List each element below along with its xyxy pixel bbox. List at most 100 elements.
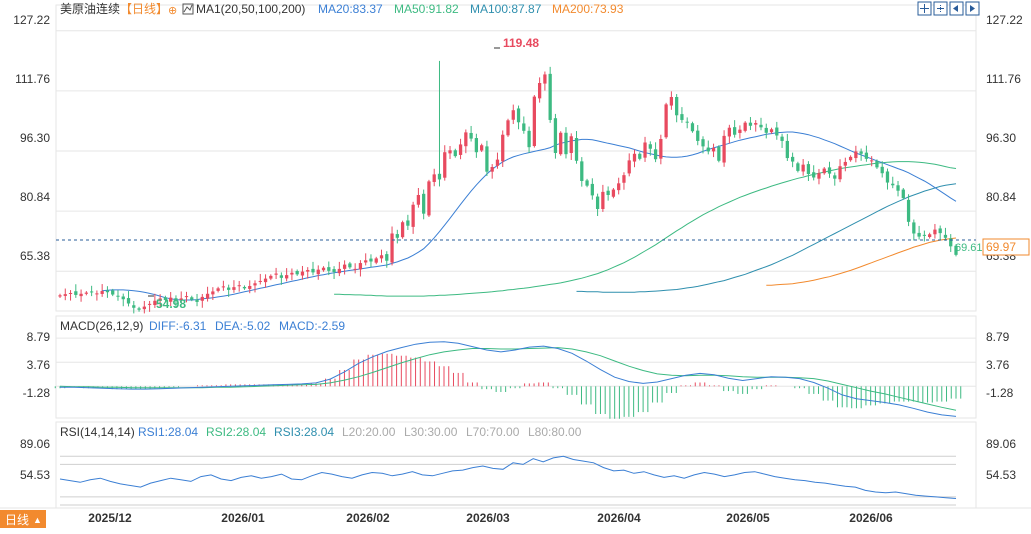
ma50-line bbox=[334, 161, 957, 297]
candle-body bbox=[137, 308, 141, 310]
candle-body bbox=[501, 134, 505, 162]
candle-body bbox=[559, 132, 563, 155]
candle-body bbox=[311, 268, 315, 273]
candle-body bbox=[748, 122, 753, 126]
ma100-line bbox=[576, 183, 957, 293]
last-close-label: 69.61 bbox=[955, 242, 983, 254]
macd-tick-left: 3.76 bbox=[27, 358, 51, 372]
candle-body bbox=[232, 287, 236, 290]
candle-body bbox=[395, 234, 399, 238]
rsi-lines bbox=[59, 455, 957, 499]
candle-body bbox=[253, 283, 257, 286]
price-tick-right: 96.30 bbox=[986, 131, 1016, 145]
candle-body bbox=[537, 83, 542, 99]
rsi-l70-label: L70:70.00 bbox=[466, 425, 520, 439]
chevron-right-icon[interactable] bbox=[965, 1, 980, 16]
candle-body bbox=[400, 222, 405, 238]
candle-body bbox=[390, 233, 394, 263]
candle-body bbox=[495, 159, 500, 166]
price-tick-right: 111.76 bbox=[986, 72, 1021, 86]
rsi-grid bbox=[60, 455, 956, 506]
candle-body bbox=[332, 269, 336, 272]
candle-body bbox=[221, 286, 226, 288]
chevron-left-icon[interactable] bbox=[949, 1, 964, 16]
price-tick-right: 80.84 bbox=[986, 190, 1016, 204]
candle-body bbox=[843, 161, 847, 166]
macd-diff-line bbox=[60, 341, 957, 417]
candle-body bbox=[854, 151, 858, 159]
candle-body bbox=[896, 185, 900, 191]
candle-body bbox=[385, 254, 389, 261]
price-panel[interactable] bbox=[55, 4, 977, 314]
candle-body bbox=[833, 175, 837, 179]
candle-body bbox=[928, 234, 932, 237]
candle-body bbox=[701, 139, 705, 147]
candle-body bbox=[68, 293, 73, 294]
price-tick-left: 65.38 bbox=[20, 249, 50, 263]
shrink-icon[interactable] bbox=[933, 1, 948, 16]
ma200-label: MA200:73.93 bbox=[552, 2, 624, 16]
candle-body bbox=[184, 296, 189, 298]
candle-body bbox=[759, 124, 763, 128]
candle-body bbox=[374, 258, 378, 263]
caret-up-icon: ▲ bbox=[33, 515, 42, 525]
macd-value-label: MACD:-2.59 bbox=[279, 319, 345, 333]
x-tick-label: 2025/12 bbox=[88, 511, 132, 525]
x-tick-label: 2026/04 bbox=[597, 511, 641, 525]
candle-body bbox=[622, 175, 626, 183]
candle-body bbox=[290, 272, 294, 275]
candle-body bbox=[89, 291, 94, 293]
price-legend: 美原油连续 【日线】 ⊕ MA1(20,50,100,200) MA20:83.… bbox=[60, 1, 624, 17]
candle-body bbox=[717, 146, 721, 161]
candle-body bbox=[411, 204, 415, 227]
candle-body bbox=[406, 220, 410, 226]
period-button[interactable]: 日线 ▲ bbox=[0, 510, 46, 528]
rsi-label: RSI(14,14,14) bbox=[60, 425, 135, 439]
candle-body bbox=[775, 127, 779, 136]
candle-body bbox=[648, 144, 652, 149]
candle-body bbox=[880, 166, 884, 174]
price-moving-averages bbox=[102, 131, 957, 301]
expand-icon[interactable] bbox=[917, 1, 932, 16]
candle-body bbox=[548, 73, 552, 120]
candle-body bbox=[885, 171, 890, 183]
candle-body bbox=[785, 140, 789, 159]
x-tick-label: 2026/01 bbox=[221, 511, 265, 525]
candle-body bbox=[696, 130, 700, 141]
candle-body bbox=[627, 160, 631, 174]
candle-body bbox=[722, 135, 726, 163]
candle-body bbox=[316, 269, 320, 275]
rsi-panel[interactable]: RSI(14,14,14) RSI1:28.04 RSI2:28.04 RSI3… bbox=[20, 421, 1016, 509]
candle-body bbox=[617, 183, 621, 191]
candle-body bbox=[269, 275, 273, 279]
price-axis: 127.22 111.76 96.30 80.84 65.38 127.22 1… bbox=[13, 13, 1030, 263]
settings-icon[interactable]: ⊕ bbox=[168, 5, 177, 17]
macd-panel[interactable]: MACD(26,12,9) DIFF:-6.31 DEA:-5.02 MACD:… bbox=[23, 315, 1014, 419]
candle-body bbox=[543, 74, 547, 84]
candle-body bbox=[901, 189, 905, 199]
candle-body bbox=[822, 168, 826, 174]
candle-body bbox=[859, 151, 863, 154]
candle-body bbox=[949, 238, 953, 247]
candle-body bbox=[58, 295, 62, 297]
indicator-icon[interactable] bbox=[182, 3, 194, 15]
candle-body bbox=[891, 183, 895, 186]
macd-dea-line bbox=[59, 347, 957, 411]
candle-body bbox=[685, 121, 689, 123]
macd-lines bbox=[59, 341, 957, 417]
candle-body bbox=[827, 167, 832, 174]
candle-body bbox=[632, 153, 637, 162]
macd-grid bbox=[56, 337, 976, 387]
candle-body bbox=[511, 110, 515, 120]
candle-body bbox=[448, 150, 452, 154]
candle-body bbox=[364, 260, 368, 263]
price-tick-left: 96.30 bbox=[20, 131, 50, 145]
candle-body bbox=[337, 268, 341, 274]
candle-body bbox=[74, 291, 78, 295]
period-label: 【日线】 bbox=[120, 2, 168, 16]
candle-body bbox=[653, 149, 658, 160]
candle-body bbox=[126, 298, 131, 304]
candle-body bbox=[432, 174, 436, 182]
macd-tick-left: -1.28 bbox=[23, 386, 51, 400]
